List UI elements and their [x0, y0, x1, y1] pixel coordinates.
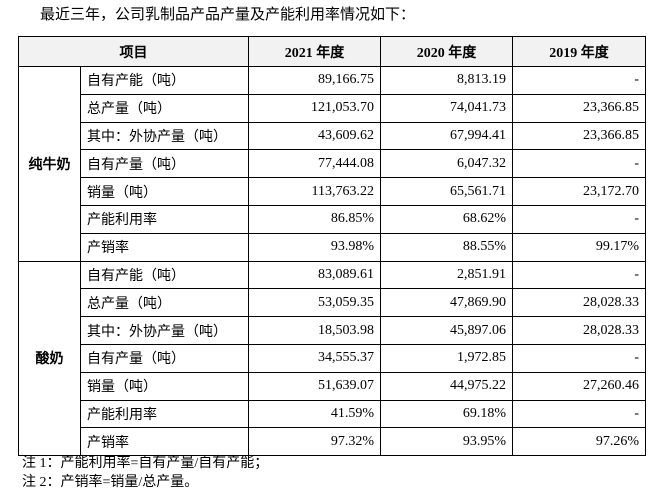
- value-cell: 18,503.98: [248, 316, 381, 345]
- group-label: 纯牛奶: [18, 66, 81, 262]
- note: 注 1：产能利用率=自有产量/自有产能；: [22, 456, 269, 471]
- table-row: 自有产量（吨） 34,555.37 1,972.85-: [19, 343, 646, 373]
- value-cell: -: [512, 204, 646, 234]
- row-label: 销量（吨）: [80, 177, 249, 206]
- header-row: 项目 2021 年度 2020 年度 2019 年度: [18, 36, 646, 67]
- value-cell: 99.17%: [512, 232, 646, 262]
- table-row: 销量（吨） 113,763.22 65,561.71 23,172.70: [19, 177, 646, 206]
- row-label: 销量（吨）: [80, 371, 249, 401]
- table-row: 总产量（吨） 121,053.70 74,041.73 23,366.85: [19, 93, 646, 123]
- value-cell: -: [512, 260, 646, 290]
- table-row: 其中：外协产量（吨） 18,503.98 45,897.06 28,028.33: [19, 316, 646, 345]
- row-label: 产销率: [80, 427, 249, 457]
- table-row: 酸奶 自有产能（吨） 83,089.61 2,851.91-: [18, 260, 646, 457]
- table-row: 产能利用率 41.59% 69.18% -: [19, 399, 646, 429]
- value-cell: 65,561.71: [380, 177, 513, 206]
- value-cell: 27,260.46: [512, 371, 646, 401]
- table-row: 销量（吨） 51,639.07 44,975.22 27,260.46: [19, 371, 646, 401]
- value-cell: 28,028.33: [512, 316, 646, 345]
- value-cell: 41.59%: [248, 399, 381, 429]
- value-cell: 23,172.70: [512, 177, 646, 206]
- value-cell: 67,994.41: [380, 121, 513, 151]
- value-cell: 69.18%: [380, 399, 513, 429]
- table-row: 产销率 97.32% 93.95% 97.26%: [19, 427, 646, 457]
- row-label: 产能利用率: [80, 204, 249, 234]
- value-cell: 93.98%: [248, 232, 381, 262]
- row-label: 总产量（吨）: [80, 288, 249, 318]
- value-cell: 2,851.91: [380, 260, 513, 290]
- value-cell: 74,041.73: [380, 93, 513, 123]
- row-label: 自有产能（吨）: [80, 66, 249, 95]
- value-cell: -: [512, 343, 646, 373]
- row-label: 其中：外协产量（吨）: [80, 121, 249, 151]
- row-label: 自有产量（吨）: [80, 149, 249, 179]
- note: 注 2：产销率=销量/总产量。: [22, 475, 199, 490]
- value-cell: 47,869.90: [380, 288, 513, 318]
- header-cell: 项目: [18, 36, 249, 67]
- value-cell: 28,028.33: [512, 288, 646, 318]
- value-cell: 77,444.08: [248, 149, 381, 179]
- header-cell: 2019 年度: [512, 36, 646, 67]
- table-row: 其中：外协产量（吨） 43,609.62 67,994.41 23,366.85: [19, 121, 646, 151]
- header-cell: 2021 年度: [248, 36, 381, 67]
- value-cell: 23,366.85: [512, 121, 646, 151]
- table-row: 产销率 93.98% 88.55% 99.17%: [19, 232, 646, 262]
- notes: 注 1：产能利用率=自有产量/自有产能； 注 2：产销率=销量/总产量。: [22, 454, 268, 492]
- value-cell: 113,763.22: [248, 177, 381, 206]
- value-cell: 86.85%: [248, 204, 381, 234]
- value-cell: 53,059.35: [248, 288, 381, 318]
- value-cell: -: [512, 399, 646, 429]
- row-label: 产销率: [80, 232, 249, 262]
- value-cell: 43,609.62: [248, 121, 381, 151]
- value-cell: 23,366.85: [512, 93, 646, 123]
- value-cell: 97.26%: [512, 427, 646, 457]
- header-cell: 2020 年度: [380, 36, 513, 67]
- row-label: 其中：外协产量（吨）: [80, 316, 249, 345]
- value-cell: 8,813.19: [380, 66, 513, 95]
- value-cell: 44,975.22: [380, 371, 513, 401]
- value-cell: -: [512, 66, 646, 95]
- production-table: 项目 2021 年度 2020 年度 2019 年度 纯牛奶 自有产能（吨） 89,166…: [18, 36, 646, 457]
- row-label: 自有产量（吨）: [80, 343, 249, 373]
- value-cell: 1,972.85: [380, 343, 513, 373]
- value-cell: 97.32%: [248, 427, 381, 457]
- table-body: 纯牛奶 自有产能（吨） 89,166.75 8,813.19- 总产量（吨） 121,05…: [18, 66, 646, 457]
- row-label: 自有产能（吨）: [80, 260, 249, 290]
- value-cell: 68.62%: [380, 204, 513, 234]
- value-cell: -: [512, 149, 646, 179]
- table-row: 纯牛奶 自有产能（吨） 89,166.75 8,813.19-: [18, 66, 646, 262]
- value-cell: 51,639.07: [248, 371, 381, 401]
- value-cell: 93.95%: [380, 427, 513, 457]
- value-cell: 88.55%: [380, 232, 513, 262]
- table-row: 自有产量（吨） 77,444.08 6,047.32-: [19, 149, 646, 179]
- value-cell: 83,089.61: [248, 260, 381, 290]
- row-label: 总产量（吨）: [80, 93, 249, 123]
- row-label: 产能利用率: [80, 399, 249, 429]
- value-cell: 89,166.75: [248, 66, 381, 95]
- group-label: 酸奶: [18, 260, 81, 457]
- value-cell: 34,555.37: [248, 343, 381, 373]
- table-row: 总产量（吨） 53,059.35 47,869.90 28,028.33: [19, 288, 646, 318]
- value-cell: 121,053.70: [248, 93, 381, 123]
- value-cell: 45,897.06: [380, 316, 513, 345]
- table-row: 产能利用率 86.85% 68.62% -: [19, 204, 646, 234]
- intro-text: 最近三年，公司乳制品产品产量及产能利用率情况如下：: [40, 7, 416, 23]
- value-cell: 6,047.32: [380, 149, 513, 179]
